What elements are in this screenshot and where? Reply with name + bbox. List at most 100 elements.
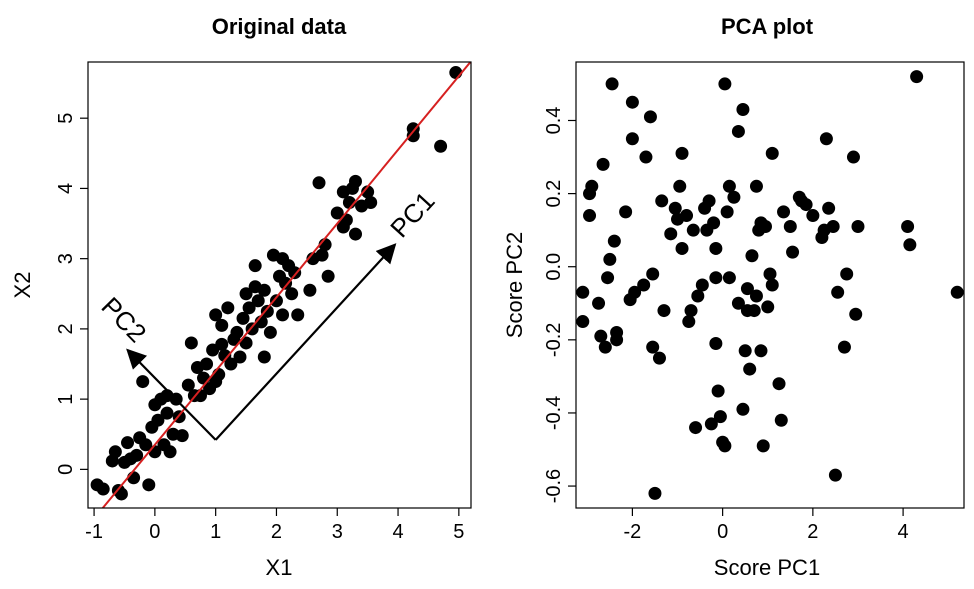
data-point — [215, 318, 229, 332]
data-point — [819, 132, 833, 146]
data-point — [291, 308, 305, 322]
data-point — [840, 267, 854, 281]
y-axis-pca: -0.6 -0.4 -0.2 0.0 0.2 0.4 — [543, 107, 576, 503]
data-point — [175, 429, 189, 443]
data-point — [628, 285, 642, 299]
data-point — [251, 294, 265, 308]
data-point — [718, 439, 732, 453]
data-point — [799, 198, 813, 212]
data-point — [639, 150, 653, 164]
data-point — [709, 271, 723, 285]
data-point — [619, 205, 633, 219]
data-point — [288, 266, 302, 280]
data-point — [361, 185, 375, 199]
data-point — [646, 340, 660, 354]
data-point — [826, 220, 840, 234]
data-point — [160, 406, 174, 420]
data-point — [646, 267, 660, 281]
x-tick-label: 2 — [271, 521, 282, 543]
arrow-pc1 — [214, 243, 397, 441]
y-tick-label: 0.0 — [543, 253, 565, 281]
data-point — [822, 201, 836, 215]
data-point — [285, 287, 299, 301]
data-point — [722, 179, 736, 193]
x-tick-label: 5 — [453, 521, 464, 543]
data-point — [711, 384, 725, 398]
data-point — [903, 238, 917, 252]
x-axis-pca: -2 0 2 4 — [623, 508, 909, 543]
data-point — [257, 283, 271, 297]
data-point — [743, 362, 757, 376]
data-point — [212, 368, 226, 382]
data-point — [348, 174, 362, 188]
y-tick-label: 4 — [55, 183, 77, 194]
data-point — [680, 209, 694, 223]
y-tick-label: 2 — [55, 323, 77, 334]
arrow-label-pc1: PC1 — [384, 186, 440, 244]
x-axis-label-original: X1 — [266, 555, 293, 580]
data-point — [215, 337, 229, 351]
data-point — [738, 344, 752, 358]
data-point — [668, 201, 682, 215]
data-point — [664, 227, 678, 241]
data-point — [749, 289, 763, 303]
data-point — [585, 179, 599, 193]
x-tick-label: 4 — [898, 521, 909, 543]
data-point — [348, 227, 362, 241]
data-point — [276, 308, 290, 322]
data-point — [224, 357, 238, 371]
data-point — [136, 375, 150, 389]
data-point — [652, 351, 666, 365]
x-tick-label: 0 — [717, 521, 728, 543]
data-point — [643, 110, 657, 124]
data-point — [707, 216, 721, 230]
data-point — [269, 294, 283, 308]
data-point — [96, 482, 110, 496]
arrow-pc2 — [126, 348, 217, 441]
data-point — [772, 377, 786, 391]
y-tick-label: 0.2 — [543, 180, 565, 208]
data-point — [702, 194, 716, 208]
data-point — [731, 296, 745, 310]
data-point — [731, 124, 745, 138]
data-point — [279, 276, 293, 290]
x-tick-label: -1 — [85, 521, 103, 543]
data-point — [583, 209, 597, 223]
data-point — [747, 304, 761, 318]
data-point — [727, 190, 741, 204]
data-point — [236, 311, 250, 325]
y-tick-label: -0.4 — [543, 396, 565, 430]
data-point — [233, 350, 247, 364]
x-tick-label: 2 — [807, 521, 818, 543]
data-point — [142, 478, 156, 492]
data-point — [596, 157, 610, 171]
data-point — [303, 283, 317, 297]
plot-frame-original — [87, 61, 472, 509]
y-tick-label: -0.2 — [543, 323, 565, 357]
data-point — [851, 220, 865, 234]
y-tick-label: 0.4 — [543, 107, 565, 135]
scatter-points-pca — [576, 70, 964, 500]
data-point — [846, 150, 860, 164]
data-point — [406, 122, 420, 136]
data-point — [364, 195, 378, 209]
data-point — [704, 417, 718, 431]
arrow-label-pc2: PC2 — [96, 291, 153, 348]
regression-line — [101, 62, 471, 508]
x-tick-label: 1 — [210, 521, 221, 543]
data-point — [230, 325, 244, 339]
data-point — [576, 315, 590, 329]
plot-frame-pca — [575, 61, 965, 509]
data-point — [673, 179, 687, 193]
x-tick-label: -2 — [623, 521, 641, 543]
data-point — [130, 448, 144, 462]
data-point — [121, 436, 135, 450]
data-point — [200, 357, 214, 371]
data-point — [901, 220, 915, 234]
data-point — [181, 378, 195, 392]
data-point — [239, 287, 253, 301]
data-point — [139, 438, 153, 452]
data-point — [777, 205, 791, 219]
overlay-original — [101, 62, 471, 508]
chart-title-pca: PCA plot — [721, 14, 814, 39]
